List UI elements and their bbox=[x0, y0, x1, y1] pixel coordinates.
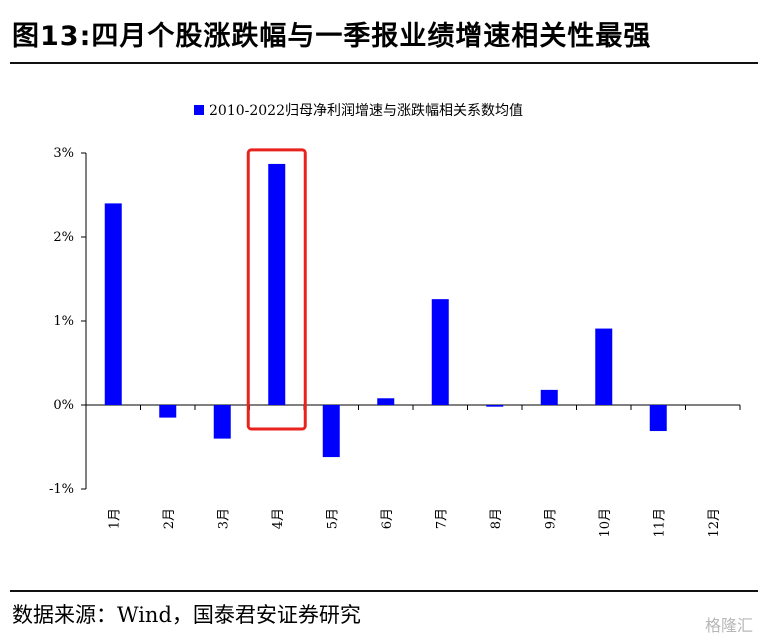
x-tick-label: 9月 bbox=[543, 508, 558, 529]
chart-bars bbox=[104, 163, 667, 458]
bar bbox=[104, 203, 122, 405]
y-tick-label: -1% bbox=[49, 482, 74, 497]
x-tick-label: 7月 bbox=[434, 508, 449, 529]
bar bbox=[486, 405, 504, 407]
x-tick-label: 2月 bbox=[162, 508, 177, 529]
x-tick-label: 12月 bbox=[707, 508, 722, 538]
x-tick-label: 5月 bbox=[325, 508, 340, 529]
source-divider bbox=[10, 590, 758, 592]
x-tick-label: 10月 bbox=[598, 508, 613, 538]
bar bbox=[649, 405, 667, 432]
x-tick-label: 6月 bbox=[380, 508, 395, 529]
x-tick-label: 4月 bbox=[271, 508, 286, 529]
chart-labels: 3% 2% 1% 0% -1% 1月 2月 3月 4月 5月 6月 7月 8月 9月 10月 11月 12月 bbox=[49, 146, 722, 538]
bar bbox=[595, 328, 613, 405]
x-tick-label: 8月 bbox=[489, 508, 504, 529]
y-tick-label: 3% bbox=[53, 146, 74, 161]
y-tick-label: 2% bbox=[53, 230, 74, 245]
bar bbox=[322, 405, 340, 458]
bar bbox=[213, 405, 231, 439]
watermark: 格隆汇 bbox=[704, 616, 753, 635]
x-tick-label: 11月 bbox=[652, 508, 667, 538]
legend-swatch bbox=[194, 105, 204, 115]
chart-legend: 2010-2022归母净利润增速与涨跌幅相关系数均值 bbox=[194, 102, 523, 119]
highlight-box bbox=[246, 148, 307, 431]
y-tick-label: 0% bbox=[53, 398, 74, 413]
bar bbox=[377, 398, 395, 405]
bar bbox=[268, 163, 286, 405]
x-tick-label: 3月 bbox=[216, 508, 231, 529]
x-tick-label: 1月 bbox=[107, 508, 122, 529]
source-note: 数据来源：Wind，国泰君安证券研究 bbox=[12, 603, 361, 627]
bar-chart: 2010-2022归母净利润增速与涨跌幅相关系数均值 3% 2% 1% 0% -1% 1月… bbox=[49, 102, 741, 538]
bar bbox=[159, 405, 177, 418]
title-divider bbox=[10, 62, 758, 64]
bar bbox=[431, 299, 449, 405]
bar bbox=[540, 389, 558, 405]
legend-label: 2010-2022归母净利润增速与涨跌幅相关系数均值 bbox=[209, 102, 523, 119]
chart-axes bbox=[81, 152, 741, 490]
y-tick-label: 1% bbox=[53, 314, 74, 329]
chart-title: 图13:四月个股涨跌幅与一季报业绩增速相关性最强 bbox=[12, 21, 652, 52]
